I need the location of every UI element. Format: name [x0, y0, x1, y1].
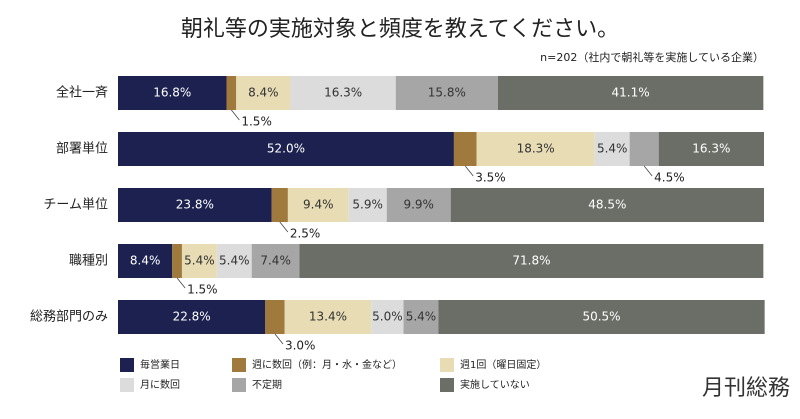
bar-segment	[453, 132, 477, 166]
leader-line	[279, 221, 289, 233]
value-label: 9.4%	[303, 198, 334, 212]
category-label: 全社一斉	[56, 85, 108, 101]
value-label: 16.8%	[153, 86, 191, 100]
leader-line	[274, 333, 284, 345]
value-label: 1.5%	[187, 283, 218, 297]
value-label: 52.0%	[267, 142, 305, 156]
bar-segment	[181, 244, 217, 278]
chart-title: 朝礼等の実施対象と頻度を教えてください。	[181, 17, 619, 42]
leader-line	[464, 165, 474, 177]
bar-segment	[216, 244, 252, 278]
bar-segment	[386, 188, 451, 222]
category-label: 職種別	[69, 253, 108, 269]
value-label: 41.1%	[612, 86, 650, 100]
bar-segment	[299, 244, 764, 278]
bar-segment	[594, 132, 630, 166]
bar-segment	[118, 76, 227, 110]
bar-segment	[438, 300, 765, 334]
value-label: 5.4%	[184, 254, 215, 268]
value-label: 8.4%	[130, 254, 161, 268]
legend-label: 月に数回	[140, 378, 180, 391]
bar-segment	[395, 76, 498, 110]
bar-segment	[284, 300, 372, 334]
value-label: 16.3%	[692, 142, 730, 156]
bar-segment	[265, 300, 285, 334]
legend-label: 実施していない	[460, 378, 530, 391]
bar-segment	[403, 300, 439, 334]
legend-swatch	[120, 358, 134, 372]
bar-segment	[450, 188, 764, 222]
value-label: 50.5%	[582, 310, 620, 324]
leader-line	[643, 165, 653, 177]
value-label: 16.3%	[324, 86, 362, 100]
bar-segment	[118, 300, 266, 334]
value-label: 18.3%	[517, 142, 555, 156]
bar-segment	[290, 76, 396, 110]
bar-segment	[226, 76, 237, 110]
value-label: 5.4%	[219, 254, 250, 268]
value-label: 7.4%	[260, 254, 291, 268]
value-label: 1.5%	[241, 115, 271, 129]
value-label: 22.8%	[173, 310, 211, 324]
bar-segment	[236, 76, 291, 110]
legend-label: 週に数回（例：月・水・金など）	[252, 358, 402, 371]
value-label: 15.8%	[428, 86, 466, 100]
value-label: 2.5%	[290, 227, 321, 241]
bar-segment	[251, 244, 300, 278]
bar-segment	[118, 244, 173, 278]
leader-line	[176, 277, 186, 289]
value-label: 23.8%	[176, 198, 214, 212]
value-label: 5.4%	[406, 310, 437, 324]
bar-segment	[497, 76, 764, 110]
category-label: チーム単位	[43, 197, 108, 213]
bar-segment	[118, 188, 272, 222]
legend-swatch	[232, 378, 246, 392]
value-label: 8.4%	[248, 86, 279, 100]
value-label: 5.9%	[352, 198, 383, 212]
bar-segment	[172, 244, 182, 278]
category-label: 部署単位	[56, 141, 108, 157]
bar-segment	[287, 188, 349, 222]
bar-segment	[371, 300, 404, 334]
chart-subtitle: n=202（社内で朝礼等を実施している企業）	[540, 50, 764, 64]
value-label: 4.5%	[654, 171, 685, 185]
value-label: 3.5%	[475, 171, 506, 185]
bar-segment	[118, 132, 454, 166]
value-label: 71.8%	[512, 254, 550, 268]
bar-segment	[476, 132, 595, 166]
bar-segment	[629, 132, 659, 166]
value-label: 48.5%	[588, 198, 626, 212]
legend-swatch	[440, 378, 454, 392]
bar-segment	[271, 188, 288, 222]
value-label: 5.0%	[372, 310, 403, 324]
value-label: 5.4%	[597, 142, 628, 156]
value-label: 3.0%	[285, 339, 316, 353]
bar-segment	[348, 188, 387, 222]
legend-swatch	[232, 358, 246, 372]
brand: 月刊総務	[702, 376, 790, 401]
legend-label: 不定期	[252, 378, 282, 391]
legend-swatch	[120, 378, 134, 392]
value-label: 13.4%	[309, 310, 347, 324]
legend-label: 毎営業日	[140, 358, 180, 371]
bar-segment	[658, 132, 764, 166]
legend-label: 週1回（曜日固定）	[460, 358, 546, 371]
legend-swatch	[440, 358, 454, 372]
category-label: 総務部門のみ	[30, 310, 108, 325]
leader-line	[231, 109, 240, 121]
value-label: 9.9%	[403, 198, 434, 212]
